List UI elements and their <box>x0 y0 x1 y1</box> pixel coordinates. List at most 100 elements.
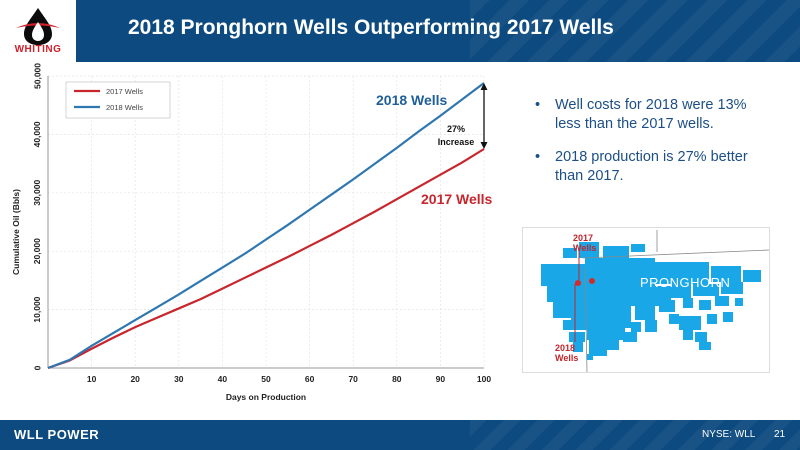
map-acreage-block <box>589 350 607 356</box>
series-line-2017 <box>47 148 485 370</box>
map-acreage-block <box>587 354 593 360</box>
map-acreage-block <box>683 330 693 340</box>
oil-drop-icon <box>16 8 60 45</box>
map-acreage-block <box>587 286 671 306</box>
annotation-2017-wells: 2017 Wells <box>421 191 493 207</box>
bullet-dot-icon: • <box>535 97 541 113</box>
map-acreage-block <box>743 270 761 282</box>
map-acreage-block <box>553 302 571 318</box>
footer-bar: WLL POWER NYSE: WLL 21 <box>0 420 800 450</box>
footer-brand: WLL POWER <box>14 427 100 442</box>
chart-series <box>47 82 485 370</box>
bullet-list: • Well costs for 2018 were 13% less than… <box>533 96 773 200</box>
increase-arrow <box>480 83 488 149</box>
map-acreage-block <box>563 248 577 258</box>
map-acreage-block <box>735 298 743 306</box>
chart-legend: 2017 Wells 2018 Wells <box>65 81 171 119</box>
x-tick-label: 40 <box>218 374 228 384</box>
header-bar: WHITING 2018 Pronghorn Wells Outperformi… <box>0 0 800 62</box>
map-acreage-block <box>569 286 587 308</box>
header-stripes <box>470 0 800 62</box>
bullet-text: Well costs for 2018 were 13% less than t… <box>555 97 747 132</box>
production-chart: 10 20 30 40 50 60 70 80 90 100 0 10,000 20,000 30,000… <box>11 63 493 402</box>
arrow-head-down <box>480 142 488 149</box>
x-tick-label: 10 <box>87 374 97 384</box>
x-tick-label: 70 <box>348 374 358 384</box>
x-tick-label: 100 <box>477 374 491 384</box>
map-acreage-block <box>671 284 691 298</box>
map-acreage-block <box>669 314 679 324</box>
bullet-item: • Well costs for 2018 were 13% less than… <box>533 96 773 134</box>
map-acreage-block <box>655 262 709 284</box>
footer-stripes <box>470 420 800 450</box>
map-acreage-block <box>679 316 701 330</box>
y-tick-label: 20,000 <box>32 238 42 264</box>
map-acreage-block <box>711 266 741 282</box>
footer-ticker: NYSE: WLL <box>702 429 756 440</box>
x-tick-label: 50 <box>261 374 271 384</box>
map-boundary-line <box>582 249 769 259</box>
x-tick-label: 60 <box>305 374 315 384</box>
y-tick-label: 40,000 <box>32 121 42 147</box>
series-line-2018 <box>47 82 485 370</box>
x-tick-label: 30 <box>174 374 184 384</box>
map-acreage-block <box>541 264 585 286</box>
slide-title: 2018 Pronghorn Wells Outperforming 2017 … <box>128 16 614 39</box>
y-tick-label: 0 <box>32 365 42 370</box>
legend-box <box>65 81 171 119</box>
y-tick-label: 10,000 <box>32 296 42 322</box>
map-label-2018: 2018 Wells <box>555 343 579 363</box>
bullet-text: 2018 production is 27% better than 2017. <box>555 149 748 184</box>
map-acreage-block <box>573 342 583 352</box>
legend-label-2017: 2017 Wells <box>106 87 143 96</box>
map-acreage-block <box>683 298 693 308</box>
map-acreage-block <box>645 320 657 332</box>
map-acreage-block <box>721 282 743 294</box>
x-axis-label: Days on Production <box>226 392 306 402</box>
map-acreage-block <box>699 300 711 310</box>
bullet-item: • 2018 production is 27% better than 201… <box>533 148 773 186</box>
map-acreage-block <box>659 300 675 312</box>
annotation-increase-word: Increase <box>438 137 475 147</box>
y-tick-label: 30,000 <box>32 180 42 206</box>
chart-grid <box>48 75 485 369</box>
y-axis-label: Cumulative Oil (Bbls) <box>11 189 21 275</box>
arrow-head-up <box>480 83 488 91</box>
map-acreage-block <box>623 332 637 342</box>
map-acreage-block <box>715 296 729 306</box>
map-acreage-block <box>587 326 625 340</box>
page-number: 21 <box>774 429 786 440</box>
map-acreage-block <box>603 246 629 258</box>
x-tick-label: 20 <box>130 374 140 384</box>
pronghorn-map: 2017 Wells 2018 Wells PRONGHORN <box>522 227 770 373</box>
map-acreage-block <box>631 322 641 332</box>
map-acreage-block <box>707 314 717 324</box>
map-acreage-block <box>569 332 585 342</box>
map-acreage-block <box>695 332 707 342</box>
bullet-dot-icon: • <box>535 149 541 165</box>
map-drawing <box>541 230 769 372</box>
map-area-label: PRONGHORN <box>640 275 731 290</box>
map-boundary-line <box>584 267 588 372</box>
map-acreage-block <box>587 306 631 328</box>
map-acreage-block <box>699 342 711 350</box>
map-acreage-block <box>693 284 719 296</box>
map-acreage-block <box>589 340 619 350</box>
annotation-increase-pct: 27% <box>447 124 465 134</box>
chart-ticks: 10 20 30 40 50 60 70 80 90 100 0 10,000 20,000 30,000… <box>32 63 491 384</box>
map-acreage-block <box>585 258 655 286</box>
map-acreage-block <box>723 312 733 322</box>
annotation-2018-wells: 2018 Wells <box>376 92 448 108</box>
map-label-2017: 2017 Wells <box>573 233 597 253</box>
x-tick-label: 90 <box>436 374 446 384</box>
well-2017-marker <box>589 278 595 284</box>
map-acreage-block <box>547 286 569 302</box>
company-logo: WHITING <box>0 0 76 62</box>
x-tick-label: 80 <box>392 374 402 384</box>
map-acreage-block <box>579 242 599 258</box>
map-acreage-block <box>631 244 645 252</box>
y-tick-label: 50,000 <box>32 63 42 89</box>
logo-text: WHITING <box>14 44 62 55</box>
map-acreage-block <box>635 306 655 320</box>
legend-label-2018: 2018 Wells <box>106 103 143 112</box>
